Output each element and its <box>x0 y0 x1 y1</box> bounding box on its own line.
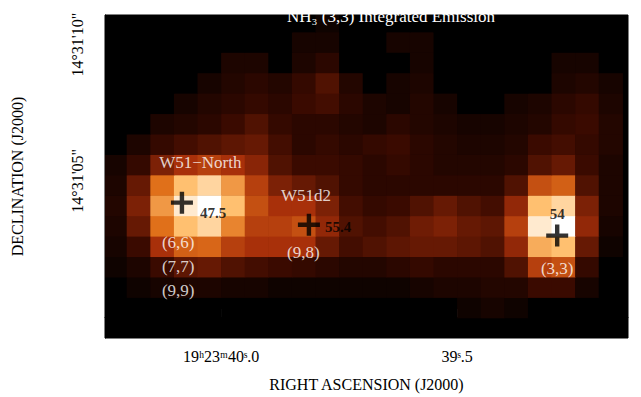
svg-text:39ˢ.5: 39ˢ.5 <box>441 348 472 365</box>
svg-text:(6,6): (6,6) <box>162 233 195 252</box>
svg-text:(9,8): (9,8) <box>287 243 320 262</box>
svg-text:NH₃ (3,3) Integrated Emission: NH₃ (3,3) Integrated Emission <box>287 7 495 26</box>
svg-text:(3,3): (3,3) <box>541 259 574 278</box>
svg-text:RIGHT ASCENSION (J2000): RIGHT ASCENSION (J2000) <box>269 376 463 394</box>
svg-text:(7,7): (7,7) <box>162 257 195 276</box>
svg-text:DECLINATION (J2000): DECLINATION (J2000) <box>9 97 27 257</box>
svg-text:14°31'10": 14°31'10" <box>69 13 86 77</box>
svg-text:19ʰ23ᵐ40ˢ.0: 19ʰ23ᵐ40ˢ.0 <box>183 348 259 365</box>
svg-text:(9,9): (9,9) <box>162 281 195 300</box>
svg-text:47.5: 47.5 <box>200 205 226 221</box>
svg-text:54: 54 <box>550 206 566 222</box>
svg-text:14°31'05": 14°31'05" <box>69 149 86 213</box>
svg-text:W51d2: W51d2 <box>281 186 331 205</box>
svg-text:55.4: 55.4 <box>325 219 352 235</box>
svg-text:W51−North: W51−North <box>159 153 242 172</box>
